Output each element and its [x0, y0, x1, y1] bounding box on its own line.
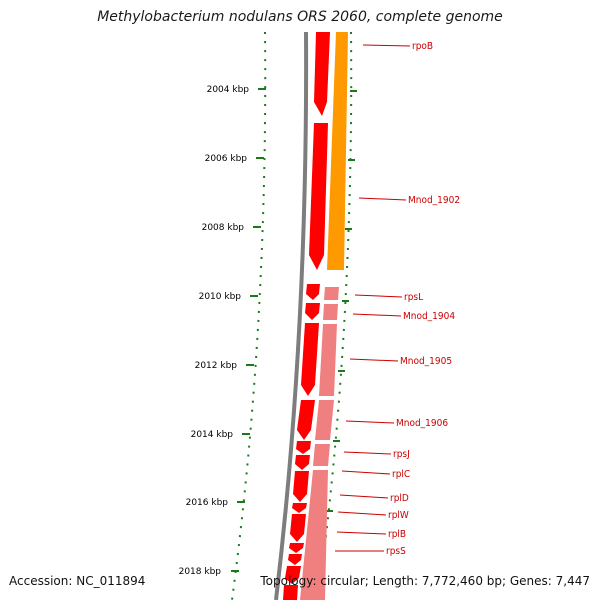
leader-line: [362, 44, 411, 47]
gene-pink: [323, 304, 338, 320]
gene-label-Mnod_1902: Mnod_1902: [408, 195, 460, 206]
gene-red: [295, 455, 310, 470]
scale-label: 2006 kbp: [205, 154, 248, 164]
genome-backbone: [274, 31, 309, 601]
gene-red: [305, 303, 320, 320]
gene-label-Mnod_1905: Mnod_1905: [400, 356, 452, 367]
gene-red: [296, 441, 311, 454]
gene-pink: [315, 400, 334, 440]
scale-label: 2014 kbp: [191, 430, 234, 440]
gene-pink: [313, 444, 330, 466]
gene-label-rpsS: rpsS: [386, 546, 406, 557]
red-genes: [283, 32, 330, 600]
gene-red: [285, 566, 301, 584]
leader-line: [349, 358, 399, 362]
scale-ticks: [231, 88, 266, 572]
gene-label-rpoB: rpoB: [412, 41, 433, 52]
gene-pink: [319, 324, 337, 396]
leader-line: [354, 294, 403, 298]
gene-red: [293, 471, 309, 502]
gene-red: [289, 543, 304, 553]
gene-label-rpsJ: rpsJ: [393, 449, 410, 460]
scale-label: 2018 kbp: [179, 567, 222, 577]
scale-label: 2012 kbp: [195, 361, 238, 371]
scale-label: 2004 kbp: [207, 85, 250, 95]
gene-label-rpsL: rpsL: [404, 292, 423, 303]
leader-line: [337, 511, 387, 516]
scale-label: 2010 kbp: [199, 292, 242, 302]
outer-track-ring: [317, 31, 353, 601]
gene-label-rplB: rplB: [388, 529, 406, 540]
gene-label-rplW: rplW: [388, 510, 409, 521]
scale-label: 2016 kbp: [186, 498, 229, 508]
leader-line: [343, 451, 392, 455]
pink-genes: [300, 287, 339, 600]
gene-red: [297, 400, 315, 440]
gene-orange-strand: [327, 32, 348, 270]
gene-pink: [324, 287, 339, 300]
gene-red: [309, 123, 328, 270]
gene-red: [292, 503, 307, 513]
gene-red: [290, 514, 306, 542]
accession-text: Accession: NC_011894: [9, 574, 146, 588]
leader-line: [352, 313, 402, 317]
gene-red: [314, 32, 330, 116]
gene-pink: [300, 470, 328, 600]
gene-label-Mnod_1904: Mnod_1904: [403, 311, 455, 322]
gene-red: [288, 554, 302, 565]
leader-line: [336, 531, 387, 535]
leader-line: [345, 420, 395, 424]
gene-red: [283, 585, 298, 600]
leader-line: [358, 197, 407, 201]
gene-red: [301, 323, 319, 396]
gene-label-rplC: rplC: [392, 469, 410, 480]
leader-line: [339, 494, 389, 499]
leader-line: [341, 470, 391, 475]
leader-lines: [335, 44, 411, 552]
gene-label-Mnod_1906: Mnod_1906: [396, 418, 448, 429]
gene-label-rplD: rplD: [390, 493, 409, 504]
gene-red: [306, 284, 320, 300]
topology-text: Topology: circular; Length: 7,772,460 bp…: [260, 574, 590, 588]
scale-ring: [231, 31, 267, 601]
map-title: Methylobacterium nodulans ORS 2060, comp…: [97, 9, 503, 25]
outer-track-ticks: [318, 90, 357, 579]
scale-label: 2008 kbp: [202, 223, 245, 233]
